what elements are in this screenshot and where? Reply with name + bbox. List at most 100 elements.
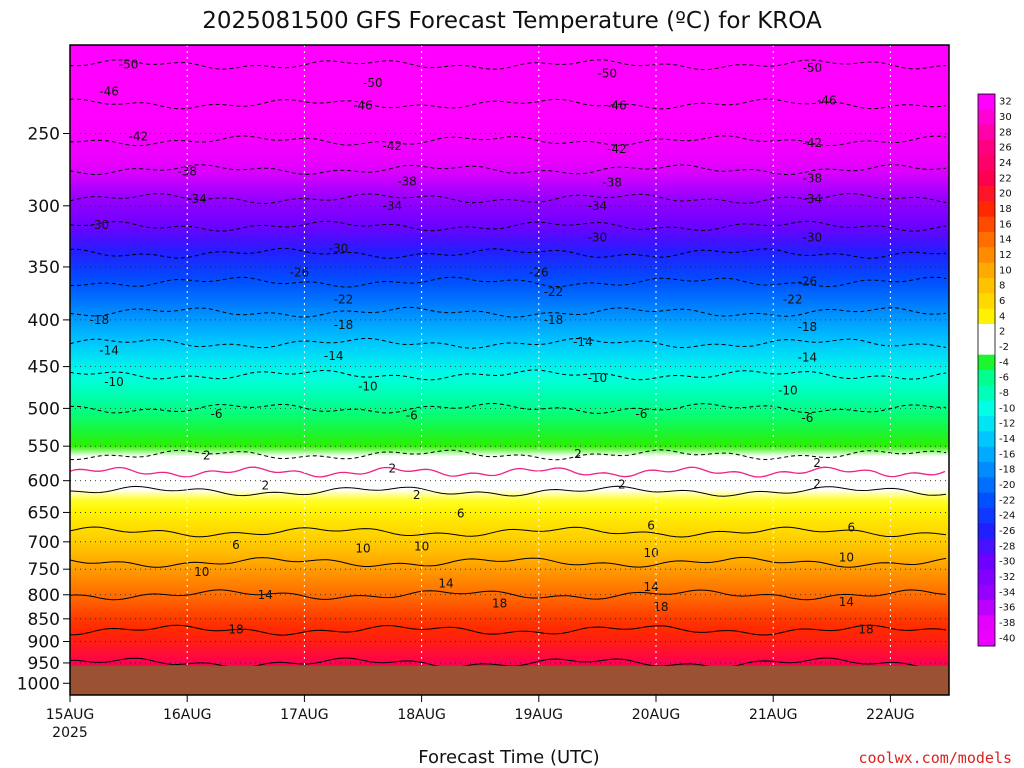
- contour-label: -42: [802, 136, 822, 150]
- isotherm-line: [70, 247, 947, 259]
- contour-label: -18: [798, 320, 818, 334]
- contour-label: -14: [99, 343, 119, 357]
- x-tick-label: 20AUG: [632, 707, 681, 723]
- colorbar-swatch: [978, 477, 995, 494]
- colorbar-swatch: [978, 385, 995, 402]
- colorbar-label: -22: [999, 495, 1015, 506]
- colorbar-label: -20: [999, 480, 1015, 491]
- colorbar-swatch: [978, 569, 995, 586]
- y-tick-label: 250: [28, 124, 60, 144]
- contour-label: 18: [492, 597, 507, 611]
- colorbar-label: 30: [999, 112, 1012, 123]
- contour-label: 18: [228, 622, 243, 636]
- grid-lines: [70, 45, 949, 695]
- colorbar-swatch: [978, 124, 995, 141]
- colorbar-swatch: [978, 416, 995, 432]
- colorbar-label: -18: [999, 465, 1015, 476]
- colorbar-label: -12: [999, 419, 1015, 430]
- colorbar-swatch: [978, 293, 995, 310]
- colorbar-swatch: [978, 615, 995, 632]
- contour-label: -38: [602, 176, 622, 190]
- contour-label: 2: [813, 477, 821, 491]
- y-tick-label: 500: [28, 399, 60, 419]
- colorbar-swatch: [978, 584, 995, 601]
- isotherm-line: [70, 556, 947, 568]
- contour-label: -10: [588, 371, 608, 385]
- contour-label: -30: [89, 218, 109, 232]
- contour-label: -50: [802, 61, 822, 75]
- contour-label: -18: [544, 313, 564, 327]
- colorbar-label: -4: [999, 357, 1009, 368]
- contour-label: 10: [414, 539, 429, 553]
- contour-label: 18: [858, 622, 873, 636]
- x-tick-label: 15AUG: [46, 707, 95, 723]
- isotherm-line: [70, 59, 947, 71]
- contour-label: -46: [817, 93, 837, 107]
- isotherm-line: [70, 449, 947, 461]
- contour-label: -34: [802, 192, 822, 206]
- isotherm-line: [70, 624, 947, 636]
- contour-label: -38: [397, 174, 417, 188]
- colorbar-label: 16: [999, 219, 1012, 230]
- contour-label: -6: [406, 409, 418, 423]
- y-tick-label: 550: [28, 437, 60, 457]
- y-tick-label: 300: [28, 197, 60, 217]
- contour-label: -6: [211, 407, 223, 421]
- isotherm-line: [70, 135, 947, 147]
- plot-area: -50-46-42-38-34-30-18-14-10-622101418-50…: [70, 45, 949, 695]
- y-tick-label: 650: [28, 503, 60, 523]
- colorbar-swatch: [978, 308, 995, 325]
- colorbar-label: -28: [999, 541, 1015, 552]
- credit-text[interactable]: coolwx.com/models: [858, 749, 1012, 767]
- contour-label: -22: [544, 285, 564, 299]
- contour-label: 2: [388, 462, 396, 476]
- contour-label: 10: [194, 565, 209, 579]
- isotherm-line: [70, 306, 947, 318]
- x-tick-label: 19AUG: [515, 707, 564, 723]
- contour-label: -14: [324, 349, 344, 363]
- contour-label: 2: [574, 447, 582, 461]
- colorbar-swatch: [978, 324, 995, 340]
- y-tick-label: 850: [28, 610, 60, 630]
- y-tick-label: 950: [28, 654, 60, 674]
- colorbar-swatch: [978, 523, 995, 540]
- contour-label: 6: [647, 519, 655, 533]
- colorbar-label: -30: [999, 557, 1015, 568]
- colorbar-swatch: [978, 109, 995, 126]
- contour-label: -18: [334, 318, 354, 332]
- x-tick-label: 18AUG: [397, 707, 446, 723]
- contour-label: -10: [778, 384, 798, 398]
- contour-label: 2: [813, 456, 821, 470]
- colorbar-label: 4: [999, 311, 1005, 322]
- contour-label: 2: [203, 448, 211, 462]
- colorbar-swatch: [978, 600, 995, 616]
- colorbar-swatch: [978, 278, 995, 294]
- contour-label: 10: [355, 542, 370, 556]
- y-tick-label: 1000: [17, 674, 60, 694]
- colorbar-label: 8: [999, 281, 1005, 292]
- contour-label: -34: [382, 199, 402, 213]
- colorbar-frame: [977, 93, 996, 647]
- terrain-below-ground: [70, 665, 949, 695]
- colorbar-swatch: [978, 508, 995, 524]
- x-tick-year: 2025: [52, 725, 88, 741]
- isotherm-line: [70, 402, 947, 414]
- isotherm-line: [70, 526, 947, 538]
- x-axis: 15AUG 16AUG 17AUG 18AUG 19AUG 20AUG 21AUG 22AUG: [46, 695, 915, 723]
- colorbar-label: 10: [999, 265, 1012, 276]
- colorbar-swatch: [978, 155, 995, 172]
- colorbar-label: -36: [999, 603, 1015, 614]
- contour-label: -30: [329, 241, 349, 255]
- colorbar-swatch: [978, 462, 995, 478]
- contour-label: -38: [802, 171, 822, 185]
- colorbar-label: 2: [999, 327, 1005, 338]
- isotherm-line: [70, 220, 947, 232]
- contour-labels: -50-46-42-38-34-30-18-14-10-622101418-50…: [89, 57, 873, 636]
- colorbar-swatch: [978, 431, 995, 448]
- x-axis-label: Forecast Time (UTC): [418, 747, 599, 768]
- contour-label: -42: [129, 130, 149, 144]
- contour-label: 2: [261, 478, 269, 492]
- colorbar-swatch: [978, 630, 995, 647]
- contour-label: -30: [588, 231, 608, 245]
- x-tick-label: 17AUG: [280, 707, 329, 723]
